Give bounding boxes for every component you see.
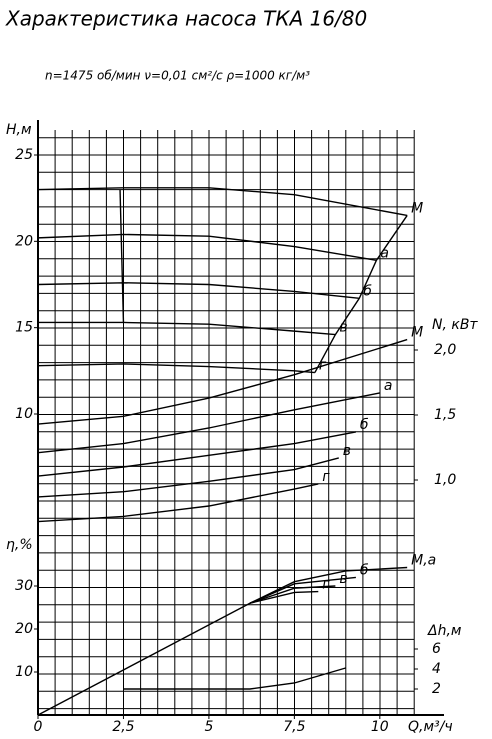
y-tick-label: 6	[432, 641, 441, 657]
curve	[37, 338, 408, 425]
x-tick-label: 2,5	[112, 719, 134, 735]
curve	[37, 392, 380, 454]
curve	[249, 585, 336, 604]
curve-label: в	[339, 571, 347, 587]
chart-title: Характеристика насоса ТКА 16/80	[5, 7, 367, 31]
x-axis-label: Q,м³/ч	[408, 719, 453, 735]
curve-label: в	[343, 443, 351, 459]
y-tick-label: 2,0	[434, 342, 456, 358]
curve	[37, 233, 377, 262]
curve-label: М,а	[411, 553, 436, 569]
curve-label: б	[363, 283, 372, 299]
curve-label: г	[322, 469, 330, 485]
curve-label: б	[360, 562, 369, 578]
curve	[37, 457, 339, 498]
x-tick-label: 5	[204, 719, 213, 735]
y-tick-label: 1,5	[434, 407, 456, 423]
curve	[314, 215, 408, 373]
x-tick-label: 7,5	[283, 719, 305, 735]
chart-subtitle: n=1475 об/мин ν=0,01 см²/с ρ=1000 кг/м³	[45, 69, 310, 83]
curve	[37, 483, 319, 523]
y-tick-label: 10	[15, 406, 33, 422]
curve	[37, 431, 357, 477]
curve-label: г	[322, 577, 330, 593]
x-tick-label: 10	[371, 719, 389, 735]
y-axis-label: N, кВт	[432, 317, 478, 333]
curve-label: б	[360, 417, 369, 433]
curve-label: в	[339, 320, 347, 336]
y-tick-label: 20	[15, 233, 33, 249]
curve	[37, 187, 408, 217]
y-tick-label: 4	[432, 661, 441, 677]
y-tick-label: 20	[15, 621, 33, 637]
curve	[249, 576, 356, 604]
curve-label: а	[384, 378, 393, 394]
y-tick-label: 2	[432, 681, 441, 697]
y-tick-label: 30	[15, 578, 33, 594]
x-tick-label: 0	[34, 719, 43, 735]
curve	[37, 282, 360, 300]
curve-label: М	[411, 325, 423, 341]
curve-label: а	[380, 245, 389, 261]
y-tick-label: 25	[15, 147, 33, 163]
y-tick-label: 10	[15, 664, 33, 680]
curve	[38, 321, 336, 336]
curve	[119, 189, 125, 323]
y-axis-label: η,%	[6, 537, 33, 553]
y-axis-label: Δh,м	[427, 623, 462, 639]
curve	[123, 667, 346, 690]
curve-label: М	[411, 200, 423, 216]
curve	[37, 566, 408, 716]
y-tick-label: 1,0	[434, 472, 456, 488]
curve	[249, 590, 319, 604]
curve	[37, 363, 315, 374]
y-tick-label: 15	[15, 320, 33, 336]
y-axis-label: H,м	[6, 122, 32, 138]
